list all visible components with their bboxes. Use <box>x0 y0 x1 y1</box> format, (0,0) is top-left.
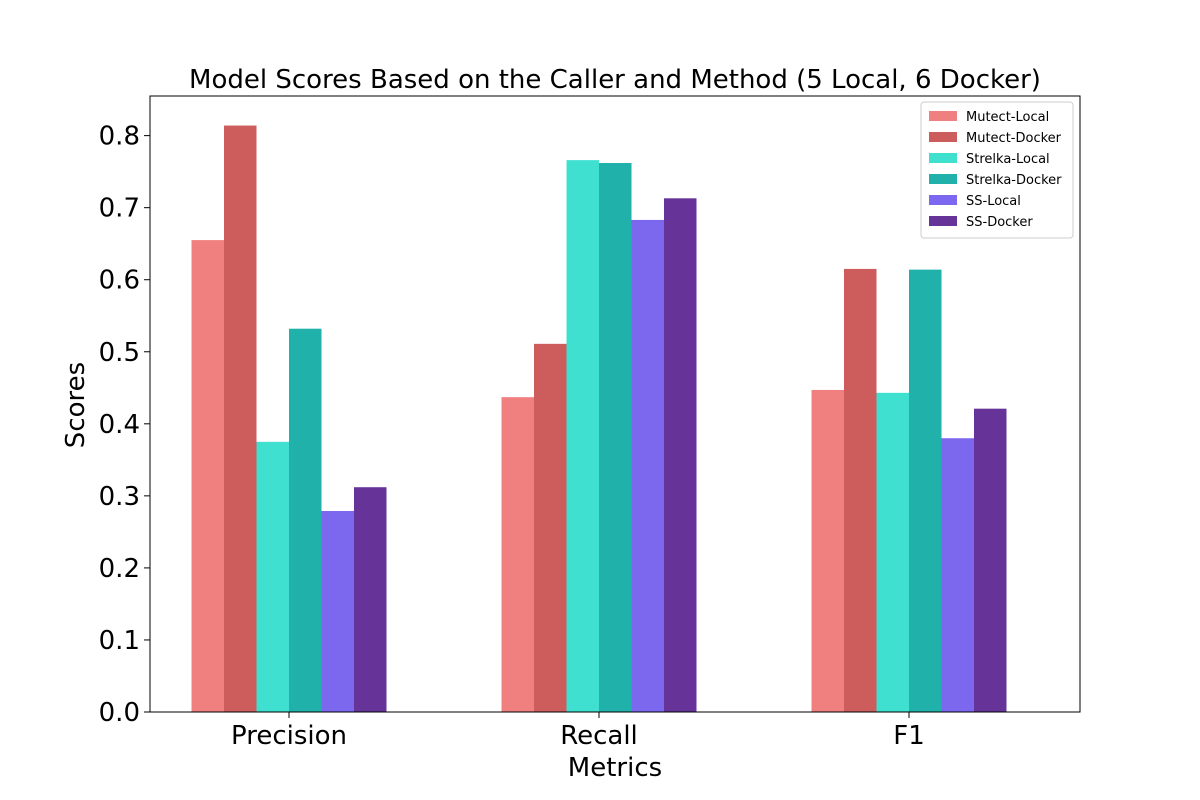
legend-swatch <box>929 195 957 205</box>
y-tick-label: 0.4 <box>99 410 140 440</box>
y-tick-label: 0.1 <box>99 626 140 656</box>
legend-swatch <box>929 132 957 142</box>
y-tick-label: 0.3 <box>99 482 140 512</box>
legend-box <box>920 101 1074 239</box>
y-tick-label: 0.6 <box>99 266 140 296</box>
bar-mutect-local-precision <box>191 240 224 712</box>
y-axis: 0.0 0.1 0.2 0.3 0.4 0.5 0.6 0.7 0.8 <box>99 122 150 728</box>
y-tick-label: 0.0 <box>99 698 140 728</box>
bar-ss-docker-recall <box>664 198 697 713</box>
chart-title: Model Scores Based on the Caller and Met… <box>189 65 1041 95</box>
bar-mutect-docker-recall <box>534 343 567 712</box>
y-tick-label: 0.8 <box>99 122 140 152</box>
legend-label: Mutect-Local <box>966 110 1049 125</box>
bar-ss-local-f1 <box>941 438 974 712</box>
legend: Mutect-Local Mutect-Docker Strelka-Local St… <box>920 101 1074 239</box>
bar-ss-docker-f1 <box>974 408 1007 712</box>
legend-label: Strelka-Local <box>966 152 1050 167</box>
bar-strelka-docker-precision <box>289 328 322 712</box>
legend-label: Mutect-Docker <box>966 131 1062 146</box>
y-axis-label: Scores <box>61 362 91 448</box>
x-axis-label: Metrics <box>568 753 662 783</box>
bar-strelka-docker-recall <box>599 163 632 712</box>
bar-strelka-local-f1 <box>876 392 909 712</box>
bar-ss-docker-precision <box>354 487 387 712</box>
x-tick-label: F1 <box>893 721 925 751</box>
bar-mutect-docker-precision <box>224 125 257 712</box>
x-tick-label: Precision <box>231 721 347 751</box>
plot-area <box>191 125 1007 713</box>
legend-swatch <box>929 216 957 226</box>
y-tick-label: 0.2 <box>99 554 140 584</box>
bar-strelka-docker-f1 <box>909 269 942 712</box>
x-axis: Precision Recall F1 <box>231 712 925 751</box>
y-tick-label: 0.5 <box>99 338 140 368</box>
bar-strelka-local-precision <box>256 441 289 712</box>
legend-swatch <box>929 153 957 163</box>
legend-label: SS-Local <box>966 194 1021 209</box>
legend-label: SS-Docker <box>966 215 1033 230</box>
legend-label: Strelka-Docker <box>966 173 1062 188</box>
bar-strelka-local-recall <box>566 160 599 712</box>
bar-mutect-local-recall <box>501 397 534 712</box>
bar-mutect-docker-f1 <box>844 268 877 712</box>
y-tick-label: 0.7 <box>99 194 140 224</box>
legend-swatch <box>929 111 957 121</box>
bar-mutect-local-f1 <box>811 389 844 712</box>
plot-frame <box>149 95 1081 713</box>
bar-ss-local-recall <box>631 219 664 712</box>
x-tick-label: Recall <box>560 721 638 751</box>
legend-swatch <box>929 174 957 184</box>
bar-ss-local-precision <box>321 510 354 712</box>
